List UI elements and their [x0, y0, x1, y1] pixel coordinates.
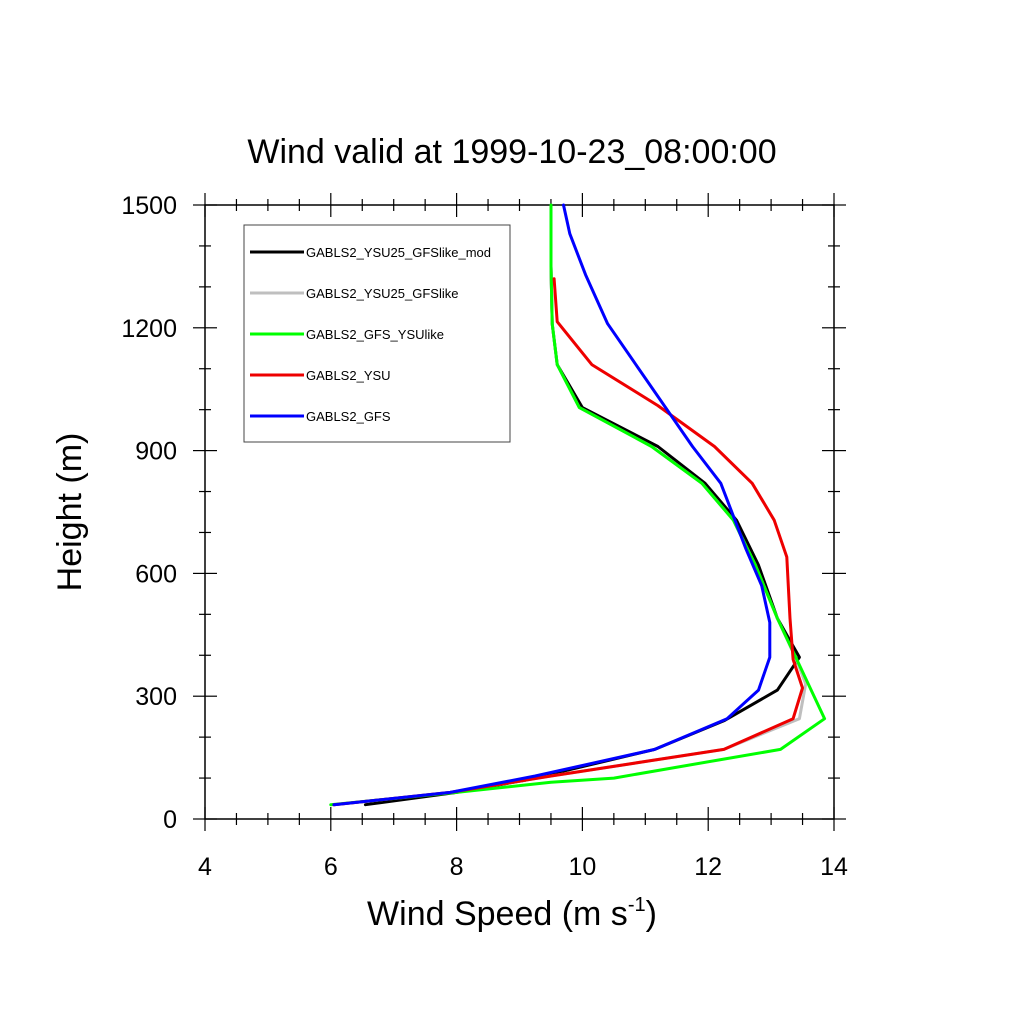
y-axis-label: Height (m) [51, 433, 89, 592]
legend: GABLS2_YSU25_GFSlike_mod GABLS2_YSU25_GFS… [243, 224, 511, 443]
legend-label: GABLS2_YSU [306, 368, 391, 383]
x-axis-label: Wind Speed (m s-1) [367, 894, 657, 933]
y-tick-label: 1200 [121, 315, 177, 343]
x-tick-label: 10 [568, 853, 596, 881]
legend-label: GABLS2_GFS [306, 409, 391, 424]
legend-label: GABLS2_GFS_YSUlike [306, 327, 444, 342]
y-tick-label: 0 [163, 806, 177, 834]
series-line [332, 277, 804, 807]
series-line [329, 203, 827, 807]
x-tick-label: 6 [324, 853, 338, 881]
y-tick-label: 900 [135, 438, 177, 466]
chart-title: Wind valid at 1999-10-23_08:00:00 [247, 133, 776, 171]
y-tick-label: 300 [135, 683, 177, 711]
y-tick-label: 1500 [121, 192, 177, 220]
x-tick-label: 12 [694, 853, 722, 881]
series-lines [329, 203, 827, 807]
series-line [332, 203, 772, 807]
x-tick-label: 4 [198, 853, 212, 881]
y-tick-label: 600 [135, 560, 177, 588]
x-tick-label: 8 [450, 853, 464, 881]
legend-label: GABLS2_YSU25_GFSlike [306, 286, 458, 301]
x-tick-label: 14 [820, 853, 848, 881]
legend-label: GABLS2_YSU25_GFSlike_mod [306, 245, 491, 260]
axis-ticks: 4 6 8 10 12 14 0 300 600 900 1200 1500 [121, 192, 848, 881]
